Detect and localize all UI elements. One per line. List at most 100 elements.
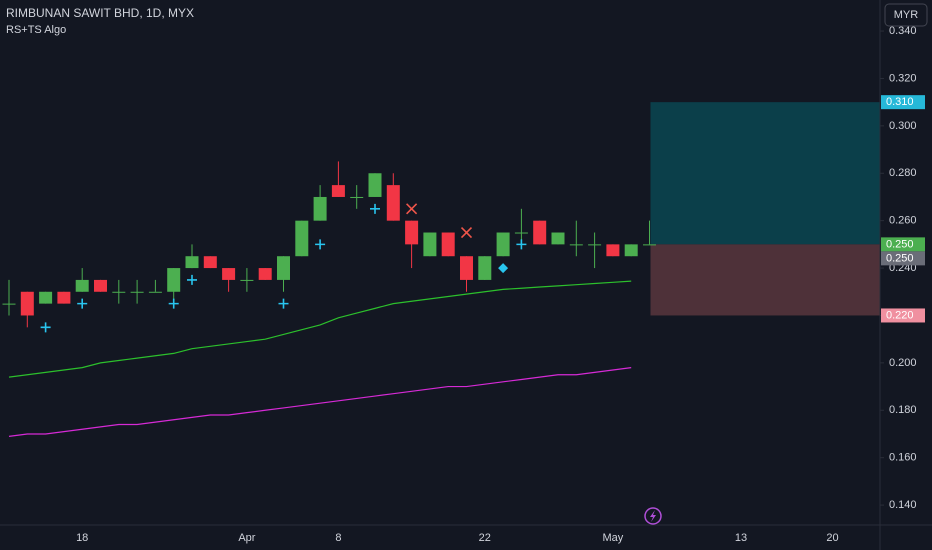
price-label: 0.220 <box>886 309 914 321</box>
y-tick-label: 0.180 <box>889 404 917 416</box>
candle <box>478 256 492 280</box>
candle <box>313 185 327 221</box>
buy-signal <box>187 274 197 285</box>
candle-body <box>643 244 656 246</box>
candle-body <box>496 232 510 257</box>
plot-area <box>2 102 880 437</box>
x-tick-label: 13 <box>735 532 747 544</box>
candle-body <box>39 291 53 304</box>
candle <box>20 291 34 328</box>
candle <box>441 232 455 257</box>
buy-signal <box>278 298 289 309</box>
candle <box>368 173 382 197</box>
x-tick-label: May <box>603 532 624 544</box>
candle-body <box>75 279 89 292</box>
y-tick-label: 0.340 <box>889 25 917 37</box>
candle <box>130 279 144 304</box>
candle <box>386 173 400 221</box>
candle-body <box>185 256 199 269</box>
candle-body <box>20 291 34 316</box>
indicator-name: RS+TS Algo <box>6 24 66 36</box>
price-label: 0.310 <box>886 96 914 108</box>
candle <box>514 208 528 245</box>
candle <box>222 268 236 292</box>
candle <box>405 220 419 269</box>
x-tick-label: 8 <box>335 532 341 544</box>
candle <box>167 268 181 304</box>
candle-body <box>240 279 254 281</box>
y-tick-label: 0.140 <box>889 499 917 511</box>
candle <box>185 244 199 269</box>
candle-body <box>313 196 327 221</box>
buy-signal <box>77 298 88 309</box>
candle-body <box>624 244 638 257</box>
candle <box>496 232 510 257</box>
candle <box>112 279 126 304</box>
icon-circle[interactable] <box>644 507 662 525</box>
diamond-signal <box>498 263 509 274</box>
candle-body <box>441 232 455 257</box>
candle-body <box>588 244 602 246</box>
y-tick-label: 0.300 <box>889 120 917 132</box>
candle <box>148 279 162 293</box>
candle <box>57 291 71 304</box>
candle <box>258 268 272 280</box>
candle <box>624 244 638 257</box>
y-tick-label: 0.260 <box>889 215 917 227</box>
candle-body <box>368 173 382 197</box>
x-tick-label: Apr <box>238 532 255 544</box>
buy-signal <box>168 298 179 309</box>
candle-body <box>94 279 107 292</box>
x-tick-label: 22 <box>479 532 491 544</box>
candle <box>94 279 107 292</box>
icon-bolt[interactable] <box>650 510 656 522</box>
candle-body <box>533 220 547 245</box>
profit-zone <box>650 102 880 245</box>
candle-body <box>203 256 217 269</box>
candle-body <box>423 232 437 257</box>
y-tick-label: 0.320 <box>889 72 917 84</box>
price-label-bg <box>881 95 925 110</box>
candle-body <box>405 220 419 245</box>
candle-body <box>514 232 528 234</box>
candle <box>551 232 565 245</box>
x-tick-label: 18 <box>76 532 88 544</box>
candle-body <box>112 291 126 293</box>
buy-signal <box>315 239 326 250</box>
y-tick-label: 0.280 <box>889 167 917 179</box>
candle <box>533 220 547 245</box>
exit-signal <box>406 203 418 215</box>
loss-zone <box>650 244 880 316</box>
price-label-bg <box>881 237 925 252</box>
candle <box>203 256 217 269</box>
buy-signal <box>370 203 380 214</box>
candle-body <box>295 220 309 257</box>
candle-body <box>277 256 290 280</box>
candle <box>460 256 473 292</box>
candle-body <box>551 232 565 245</box>
candle-body <box>222 268 236 280</box>
currency-label[interactable]: MYR <box>894 9 919 21</box>
currency-button[interactable] <box>884 3 928 27</box>
replay-icon[interactable] <box>644 507 662 525</box>
candle-body <box>606 244 620 257</box>
buy-signal <box>516 239 527 250</box>
exit-signal <box>460 226 473 239</box>
y-tick-label: 0.160 <box>889 452 917 464</box>
candle <box>350 185 364 209</box>
candle <box>423 232 437 257</box>
price-label-bg <box>881 308 925 323</box>
candle <box>240 268 254 292</box>
candle-body <box>386 185 400 221</box>
candle-body <box>130 291 144 293</box>
candle-body <box>478 256 492 280</box>
candle-body <box>569 244 583 246</box>
candle <box>569 220 583 257</box>
candle <box>588 232 602 269</box>
candle <box>643 220 656 246</box>
buy-signal <box>40 322 51 333</box>
candle-body <box>148 291 162 293</box>
candle-body <box>331 185 345 197</box>
